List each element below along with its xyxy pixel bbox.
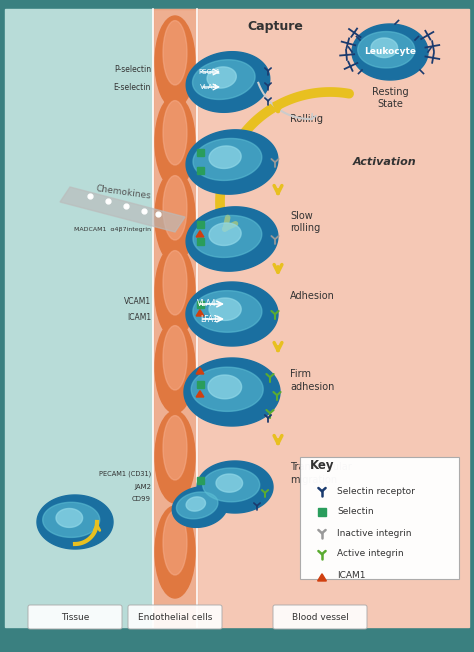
Ellipse shape <box>155 246 195 338</box>
FancyBboxPatch shape <box>273 605 367 629</box>
Text: Leukocyte: Leukocyte <box>364 48 416 57</box>
Ellipse shape <box>163 511 187 575</box>
Text: Endothelial cells: Endothelial cells <box>138 612 212 621</box>
Polygon shape <box>172 486 228 527</box>
Ellipse shape <box>163 21 187 85</box>
Bar <box>198 220 204 228</box>
Ellipse shape <box>163 325 187 390</box>
Ellipse shape <box>163 100 187 165</box>
Text: Active integrin: Active integrin <box>337 550 404 559</box>
Ellipse shape <box>155 171 195 263</box>
Polygon shape <box>37 495 113 549</box>
Ellipse shape <box>163 415 187 480</box>
Polygon shape <box>193 138 262 181</box>
Text: Selectin receptor: Selectin receptor <box>337 486 415 496</box>
Bar <box>5 9 153 627</box>
Text: Slow: Slow <box>290 211 313 221</box>
Ellipse shape <box>155 16 195 108</box>
Polygon shape <box>196 231 204 237</box>
FancyBboxPatch shape <box>28 605 122 629</box>
Text: Firm: Firm <box>290 369 311 379</box>
Polygon shape <box>318 574 327 581</box>
Bar <box>198 477 204 484</box>
Text: JAM2: JAM2 <box>134 484 151 490</box>
Bar <box>318 508 326 516</box>
Polygon shape <box>191 367 263 411</box>
Text: Rolling: Rolling <box>290 114 323 124</box>
Polygon shape <box>186 207 278 271</box>
Polygon shape <box>196 310 204 316</box>
Text: Transcellular: Transcellular <box>290 462 352 472</box>
Text: Blood vessel: Blood vessel <box>292 612 348 621</box>
Polygon shape <box>43 502 100 537</box>
Text: LFA1: LFA1 <box>200 314 218 323</box>
Polygon shape <box>352 24 428 80</box>
Text: Adhesion: Adhesion <box>290 291 335 301</box>
Polygon shape <box>209 146 241 168</box>
Ellipse shape <box>155 321 195 413</box>
FancyBboxPatch shape <box>128 605 222 629</box>
Ellipse shape <box>163 175 187 240</box>
Text: Inactive integrin: Inactive integrin <box>337 529 411 537</box>
Polygon shape <box>60 187 185 232</box>
Text: Key: Key <box>310 459 335 472</box>
Polygon shape <box>203 468 260 502</box>
Bar <box>198 149 204 155</box>
Text: E-selectin: E-selectin <box>114 83 151 91</box>
Polygon shape <box>186 497 206 511</box>
Polygon shape <box>186 52 270 112</box>
Polygon shape <box>358 31 415 68</box>
Polygon shape <box>208 375 242 399</box>
Polygon shape <box>216 474 243 492</box>
Bar <box>198 381 204 387</box>
Polygon shape <box>207 67 237 88</box>
Ellipse shape <box>155 506 195 598</box>
Polygon shape <box>196 391 204 397</box>
Text: VCAM1: VCAM1 <box>124 297 151 306</box>
Text: Selectin: Selectin <box>337 507 374 516</box>
Ellipse shape <box>155 411 195 503</box>
Text: ICAM1: ICAM1 <box>337 570 365 580</box>
Polygon shape <box>192 60 255 100</box>
Polygon shape <box>193 291 262 333</box>
Text: Chemokines: Chemokines <box>95 184 152 200</box>
Bar <box>198 166 204 173</box>
Text: ICAM1: ICAM1 <box>127 312 151 321</box>
Bar <box>153 9 469 627</box>
Bar <box>198 237 204 244</box>
Text: Tissue: Tissue <box>61 612 89 621</box>
Polygon shape <box>184 358 280 426</box>
Ellipse shape <box>155 96 195 188</box>
Text: VLA4: VLA4 <box>197 299 217 308</box>
Bar <box>153 9 197 627</box>
Text: Resting
State: Resting State <box>372 87 408 109</box>
Text: MADCAM1  α4β7integrin: MADCAM1 α4β7integrin <box>74 226 151 231</box>
Polygon shape <box>56 509 82 527</box>
Text: PECAM1 (CD31): PECAM1 (CD31) <box>99 471 151 477</box>
FancyBboxPatch shape <box>300 457 459 579</box>
Text: P-selectin: P-selectin <box>114 65 151 74</box>
Polygon shape <box>196 368 204 374</box>
Text: Capture: Capture <box>247 20 303 33</box>
Text: migration: migration <box>290 475 337 485</box>
Text: CD99: CD99 <box>132 496 151 502</box>
Ellipse shape <box>163 250 187 315</box>
Polygon shape <box>197 461 273 513</box>
Bar <box>198 301 204 308</box>
Text: Activation: Activation <box>353 157 417 167</box>
Polygon shape <box>193 215 262 258</box>
Text: PSGL1: PSGL1 <box>198 69 220 75</box>
Polygon shape <box>176 492 218 519</box>
Polygon shape <box>209 298 241 320</box>
Polygon shape <box>186 130 278 194</box>
Text: VLA4: VLA4 <box>200 84 218 90</box>
Polygon shape <box>371 38 398 57</box>
Text: adhesion: adhesion <box>290 382 334 392</box>
Polygon shape <box>209 223 241 245</box>
Text: rolling: rolling <box>290 223 320 233</box>
Polygon shape <box>186 282 278 346</box>
